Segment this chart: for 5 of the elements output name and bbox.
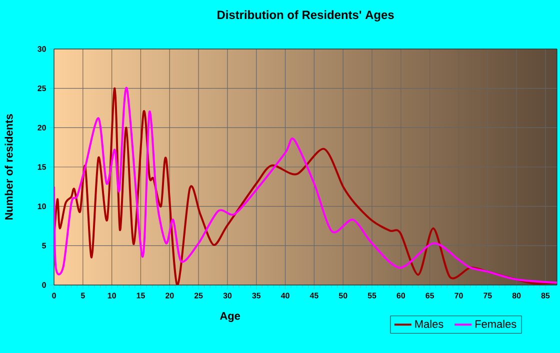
legend-label: Females [475,320,516,328]
chart-title: Distribution of Residents' Ages [218,10,394,22]
legend-label: Males [415,320,444,328]
y-axis-title: Number of residents [4,114,13,220]
x-axis-title: Age [220,312,240,322]
